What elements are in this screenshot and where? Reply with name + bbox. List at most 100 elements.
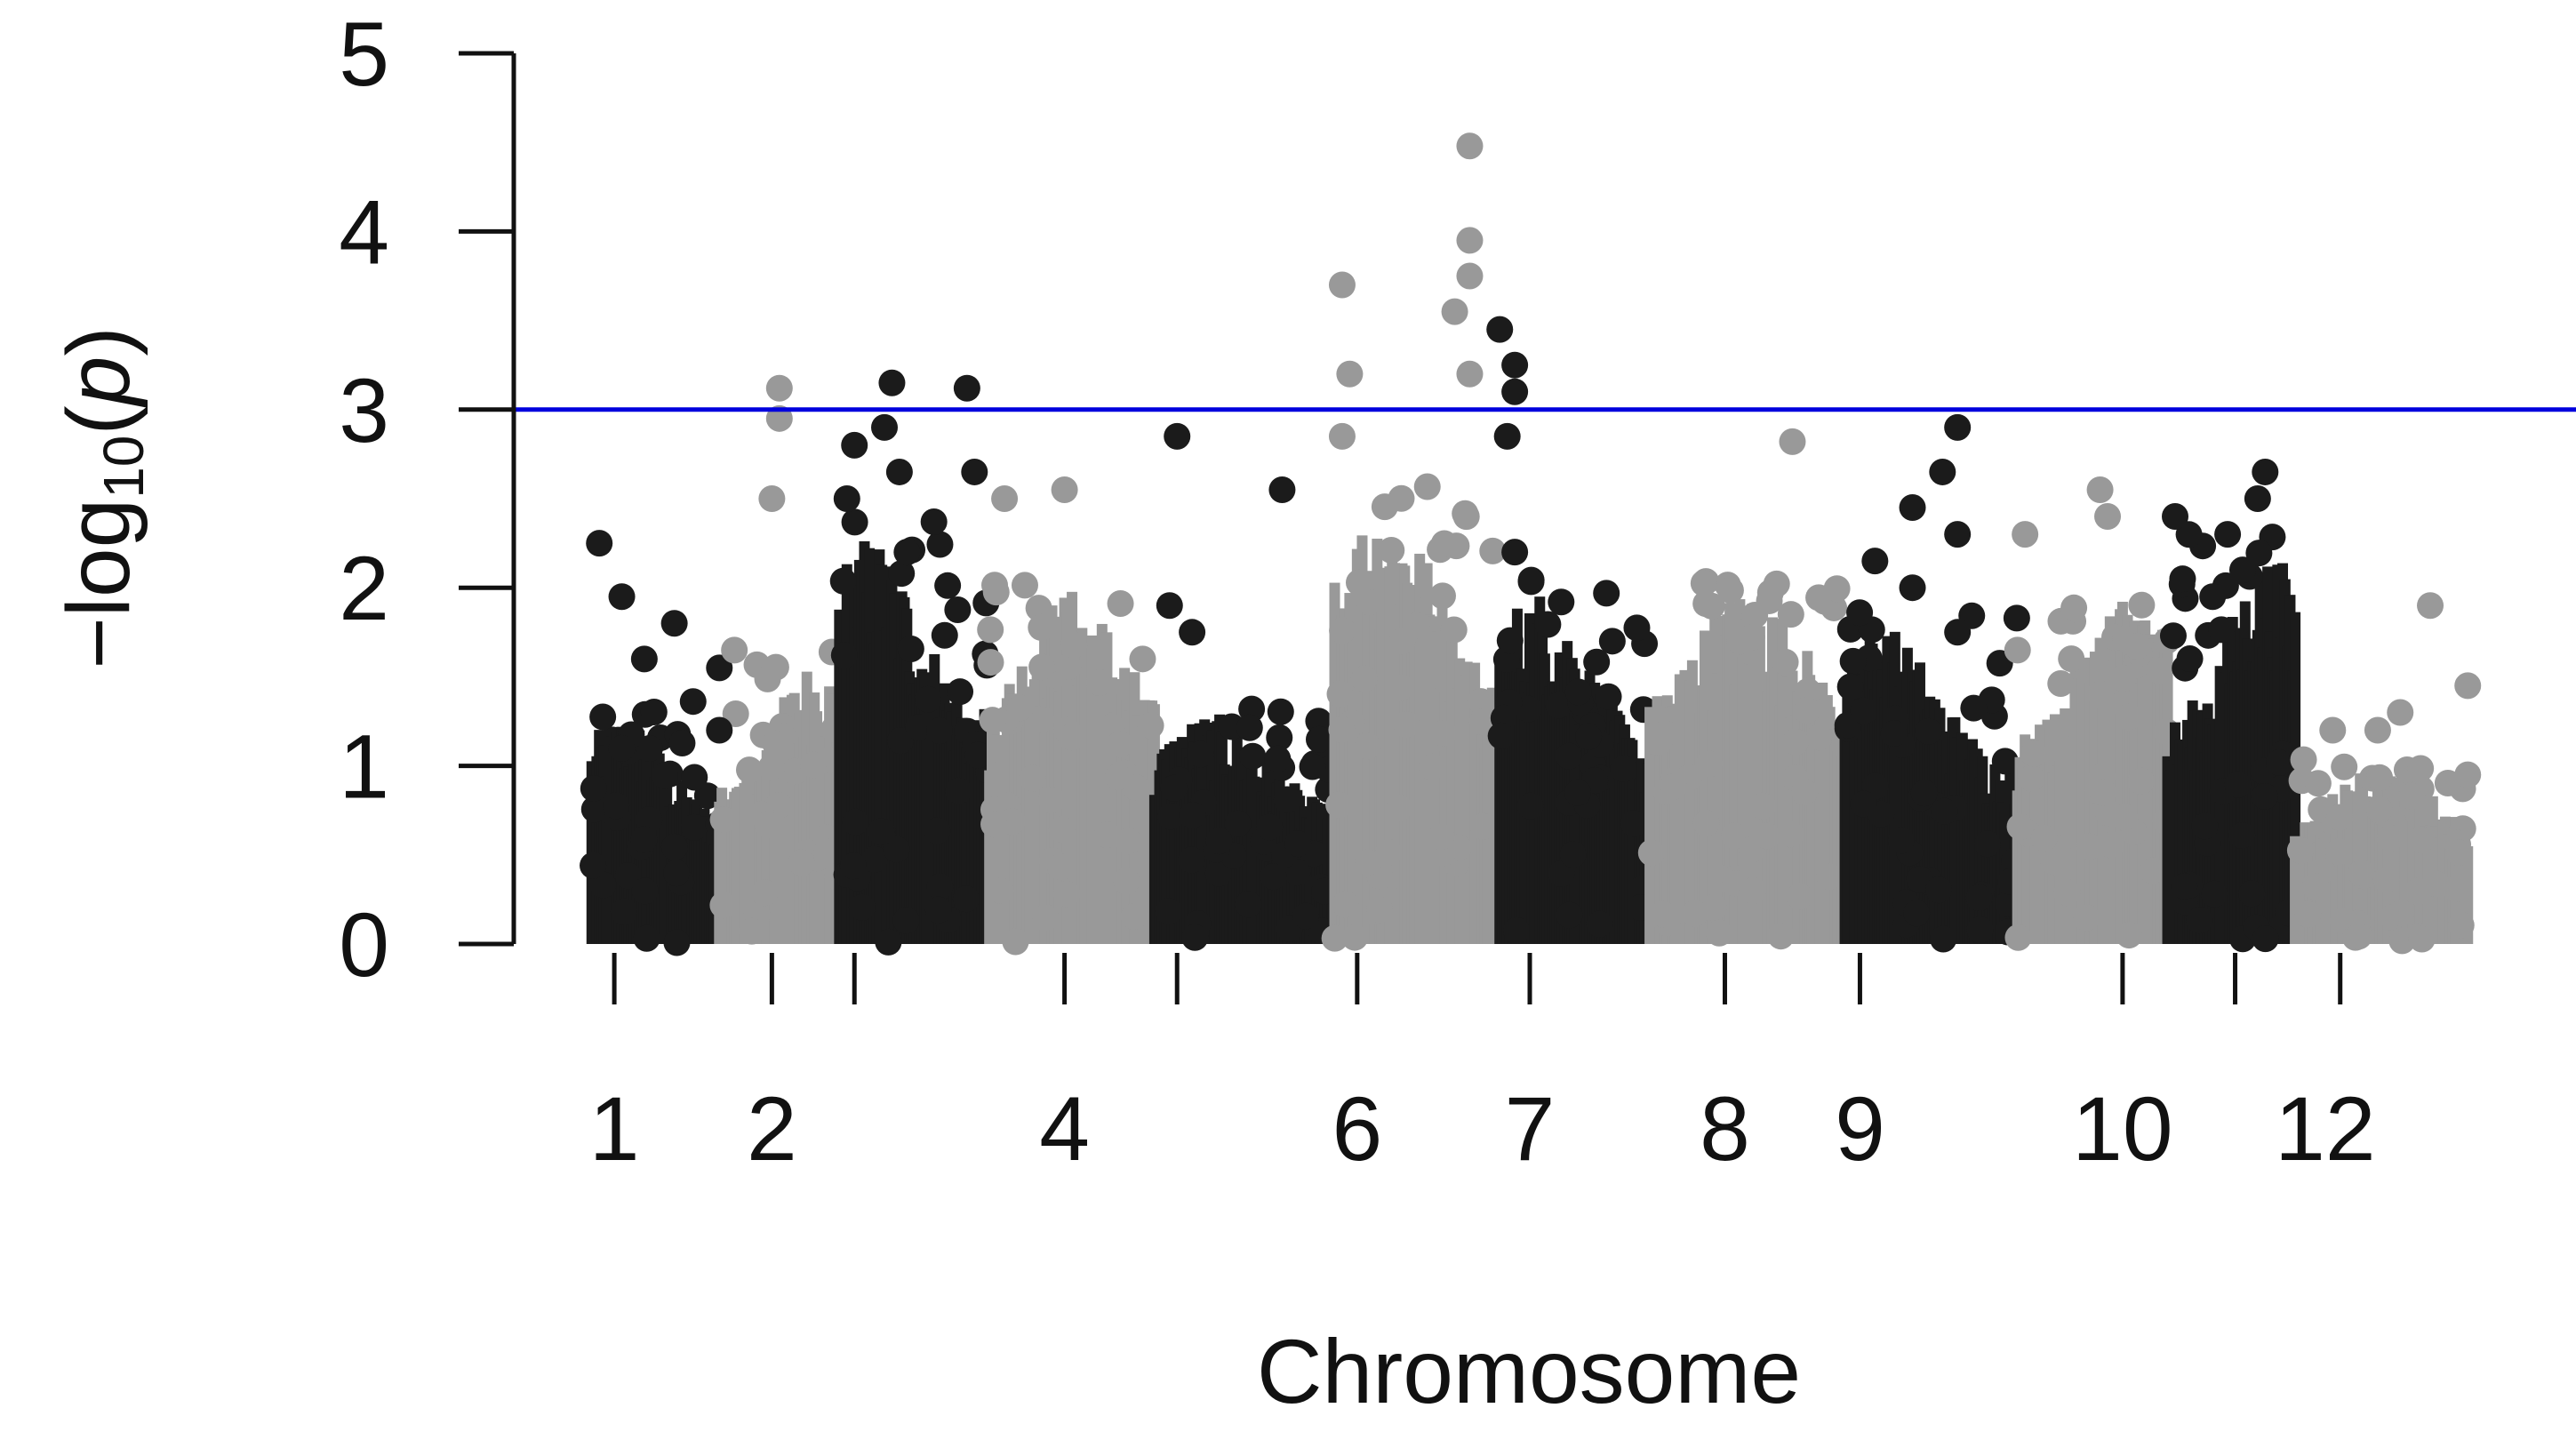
snp-point	[751, 879, 779, 907]
snp-point	[2171, 872, 2198, 900]
snp-point	[1559, 841, 1587, 868]
snp-point	[1375, 838, 1403, 866]
snp-point	[1160, 774, 1188, 802]
chromosome-segment-7	[1487, 566, 1659, 944]
snp-point	[1501, 378, 1529, 405]
snp-point	[1716, 577, 1744, 604]
snp-point	[1966, 916, 1994, 943]
snp-point	[1355, 849, 1382, 876]
snp-point	[871, 413, 898, 441]
y-axis: 0 1 2 3 4 5	[339, 4, 516, 996]
snp-point	[1620, 810, 1648, 837]
snp-point	[608, 734, 636, 762]
snp-point	[2319, 716, 2347, 744]
snp-point	[2006, 813, 2034, 841]
snp-point	[887, 727, 915, 755]
snp-point	[977, 649, 1004, 676]
snp-point	[2454, 761, 2482, 788]
snp-point	[1205, 828, 1233, 855]
snp-point	[920, 508, 948, 535]
snp-point	[2003, 604, 2030, 632]
snp-point	[991, 485, 1019, 512]
snp-point	[1836, 673, 1864, 700]
data-points-layer	[586, 132, 2482, 788]
snp-point	[1486, 316, 1514, 343]
snp-point	[2294, 900, 2322, 928]
snp-point	[706, 654, 733, 682]
chromosome-segment-10	[2004, 591, 2180, 951]
snp-point	[1660, 772, 1687, 800]
snp-point	[1235, 891, 1262, 918]
snp-point	[1793, 696, 1820, 724]
snp-point	[1753, 822, 1780, 850]
snp-point	[1586, 910, 1613, 938]
snp-point	[2030, 824, 2058, 852]
snp-point	[2228, 556, 2256, 584]
snp-point	[897, 636, 924, 663]
x-axis: 1 2 4 6 7 8 9 10 12	[589, 953, 2376, 1180]
snp-point	[893, 539, 921, 566]
snp-point	[1428, 582, 1456, 610]
snp-point	[2191, 812, 2219, 840]
snp-point	[631, 877, 659, 905]
snp-point	[2398, 782, 2426, 810]
snp-point	[1106, 731, 1133, 758]
snp-point	[2098, 831, 2125, 859]
snp-point	[1204, 860, 1232, 887]
snp-point	[735, 756, 763, 784]
snp-point	[1329, 617, 1356, 644]
snp-point	[982, 579, 1010, 606]
snp-point	[875, 928, 902, 956]
snp-point	[663, 860, 691, 887]
snp-point	[2366, 764, 2394, 791]
snp-point	[1393, 711, 1420, 739]
snp-point	[1839, 647, 1867, 675]
snp-point	[1054, 653, 1082, 681]
snp-point	[1501, 539, 1529, 566]
snp-point	[1428, 823, 1455, 851]
snp-point	[2445, 839, 2473, 867]
snp-point	[1057, 724, 1084, 751]
snp-point	[2199, 583, 2227, 611]
snp-point	[1496, 627, 1524, 654]
snp-point	[1575, 723, 1603, 750]
snp-point	[2388, 927, 2416, 955]
snp-point	[1378, 537, 1405, 564]
snp-point	[1388, 628, 1416, 655]
snp-point	[926, 716, 954, 744]
snp-point	[1915, 717, 1942, 745]
snp-point	[1899, 494, 1926, 522]
snp-point	[1341, 924, 1369, 951]
snp-point	[754, 811, 781, 838]
snp-point	[2175, 521, 2203, 548]
snp-point	[758, 485, 786, 512]
snp-point	[1682, 900, 1709, 927]
snp-point	[2325, 804, 2353, 831]
snp-point	[2224, 771, 2252, 798]
snp-point	[1645, 728, 1673, 756]
snp-point	[2004, 636, 2031, 664]
snp-point	[2208, 616, 2236, 644]
snp-point	[1156, 592, 1183, 620]
snp-point	[2076, 833, 2104, 860]
y-tick-label: 0	[339, 894, 389, 996]
snp-point	[2214, 521, 2242, 548]
snp-point	[1326, 680, 1354, 708]
snp-point	[2387, 699, 2414, 726]
snp-point	[1823, 575, 1851, 603]
snp-point	[2012, 521, 2039, 548]
snp-point	[860, 845, 888, 873]
y-label-subscript: 10	[92, 436, 156, 499]
snp-point	[640, 698, 668, 725]
snp-point	[2127, 767, 2155, 795]
snp-point	[1850, 790, 1877, 818]
snp-point	[651, 762, 678, 789]
snp-point	[633, 924, 660, 952]
snp-point	[1564, 779, 1591, 806]
snp-point	[1011, 572, 1038, 599]
snp-point	[1749, 792, 1777, 820]
snp-point	[2417, 592, 2444, 620]
snp-point	[868, 818, 895, 845]
snp-point	[934, 572, 962, 599]
snp-point	[2408, 826, 2436, 853]
